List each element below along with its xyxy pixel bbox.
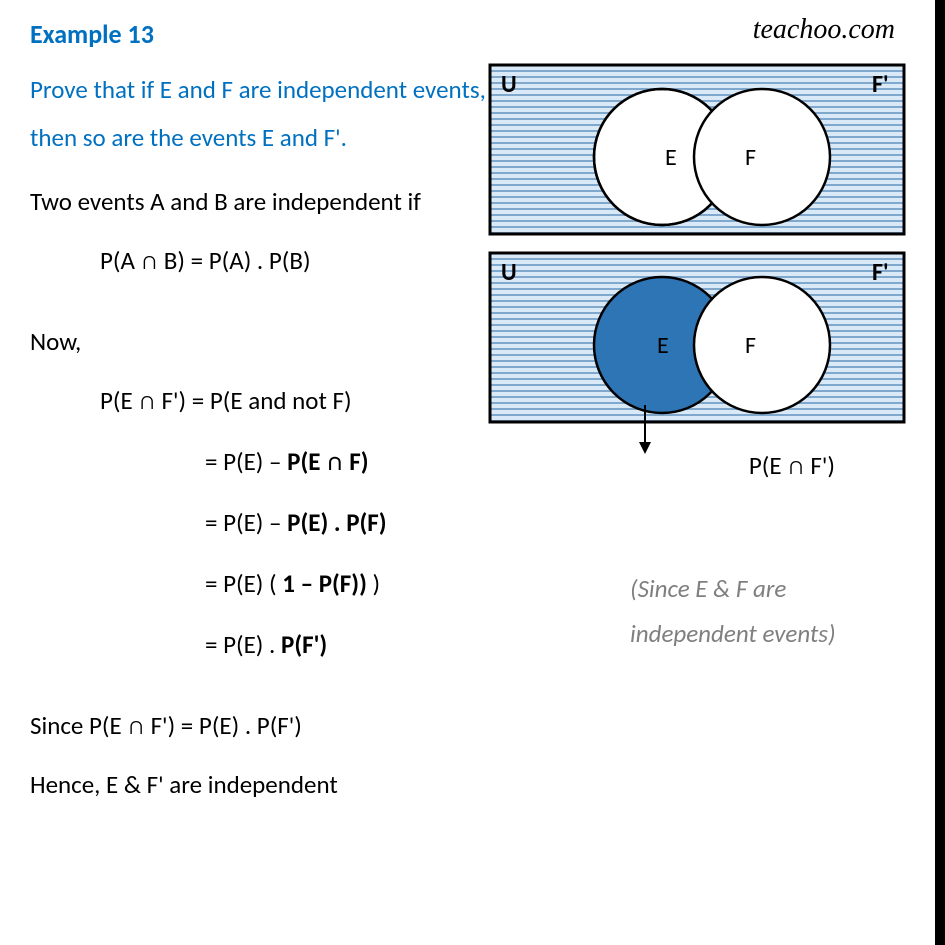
prompt-line-2: then so are the events E and F'. [30,122,347,153]
step4-post: ) [367,568,380,599]
side-note: (Since E & F are independent events) [630,566,890,656]
venn2-caption: P(E ∩ F') [749,450,835,481]
venn1-f-label: F [745,143,756,172]
venn2-fp-label: F' [872,258,889,287]
note-line-1: (Since E & F are [630,573,786,604]
problem-statement: Prove that if E and F are independent ev… [30,66,500,161]
proof-step-3: = P(E) – P(E) . P(F) [30,500,945,545]
venn2-e-label: E [657,331,669,360]
step2-bold: P(E ∩ F) [287,446,368,477]
step3-pre: = P(E) – [205,507,287,538]
arrow-head [639,442,651,454]
venn1-e-label: E [665,143,677,172]
watermark: teachoo.com [753,14,895,46]
venn1-svg: U F' E F [487,62,907,237]
venn1-fp-label: F' [872,70,889,99]
venn2-u-label: U [501,258,517,287]
step5-bold: P(F') [281,629,327,660]
venn1-u-label: U [501,70,517,99]
step4-pre: = P(E) ( [205,568,282,599]
conclusion-2: Hence, E & F' are independent [30,762,945,807]
step5-pre: = P(E) . [205,629,281,660]
venn2-svg: U F' E F [487,250,907,460]
venn2-f-label: F [745,331,756,360]
right-black-bar [935,0,945,945]
step2-pre: = P(E) – [205,446,287,477]
step4-bold: 1 – P(F)) [282,568,367,599]
conclusion-1: Since P(E ∩ F') = P(E) . P(F') [30,703,945,748]
step3-bold: P(E) . P(F) [287,507,386,538]
note-line-2: independent events) [630,618,836,649]
venn-diagram-e-intersect-f-complement: U F' E F [487,250,907,465]
prompt-line-1: Prove that if E and F are independent ev… [30,74,486,105]
venn-diagram-f-complement: U F' E F [487,62,907,242]
